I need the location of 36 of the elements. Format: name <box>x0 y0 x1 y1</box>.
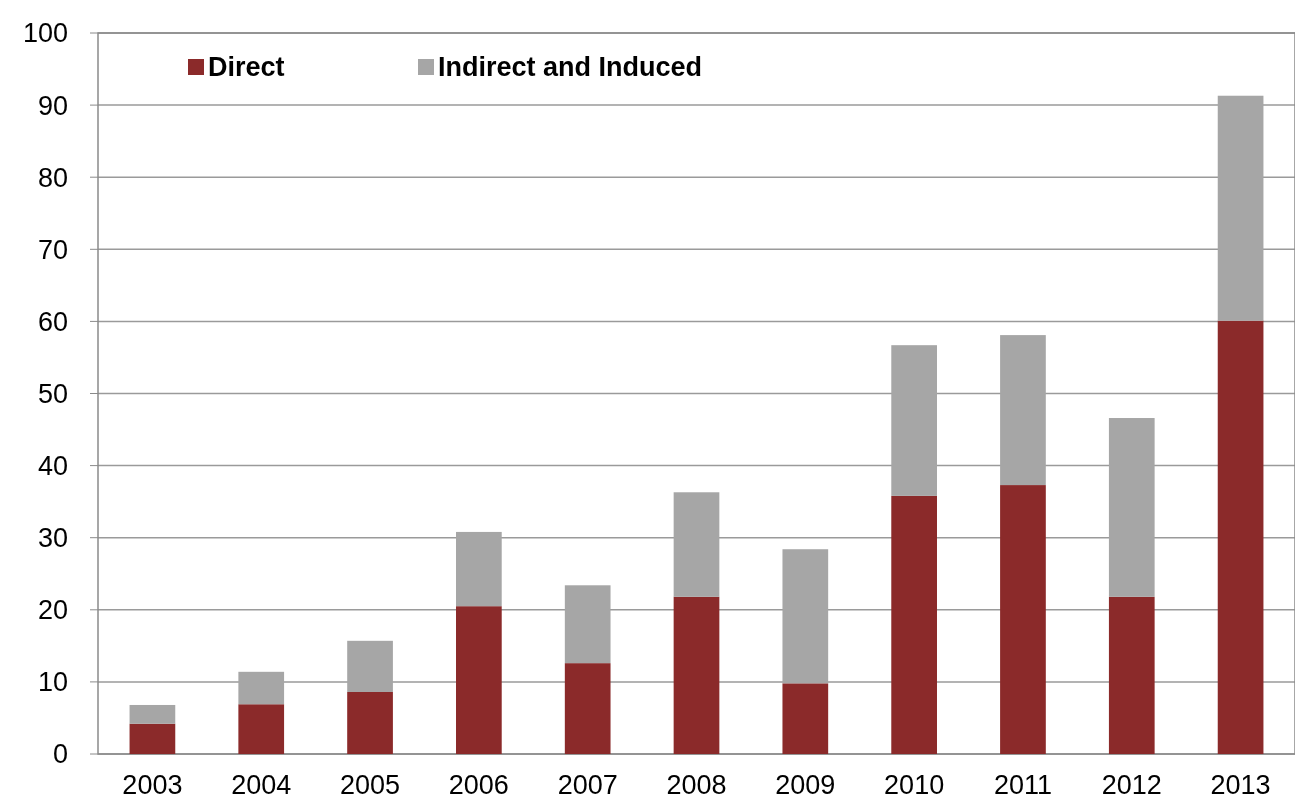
y-tick-label: 90 <box>37 90 68 121</box>
bar <box>1108 596 1155 754</box>
bar <box>1000 485 1046 754</box>
x-tick-label: 2011 <box>993 770 1052 800</box>
y-tick-label: 70 <box>37 234 68 265</box>
x-tick-label: 2006 <box>448 770 509 800</box>
x-tick-label: 2007 <box>557 770 618 800</box>
x-tick-label: 2003 <box>122 770 183 800</box>
y-tick-label: 60 <box>37 306 68 337</box>
x-tick-label: 2009 <box>775 770 836 800</box>
y-tick-label: 10 <box>37 667 68 698</box>
bar <box>238 704 285 754</box>
y-tick-label: 40 <box>37 451 68 482</box>
y-tick-label: 80 <box>37 162 68 193</box>
bar <box>1217 320 1264 754</box>
bar <box>673 596 720 754</box>
legend-label: Direct <box>208 52 285 83</box>
bar <box>456 606 502 754</box>
bar <box>564 663 611 754</box>
y-tick-label: 20 <box>37 595 68 626</box>
bar <box>891 495 937 754</box>
y-tick-label: 100 <box>22 18 68 49</box>
y-tick-label: 0 <box>52 739 68 770</box>
bar <box>782 683 829 754</box>
x-tick-label: 2012 <box>1101 770 1162 800</box>
bar <box>129 704 176 724</box>
bar <box>129 723 176 754</box>
bar <box>347 691 393 754</box>
x-tick-label: 2010 <box>884 770 945 800</box>
x-tick-label: 2008 <box>666 770 727 800</box>
y-tick-label: 30 <box>37 523 68 554</box>
x-tick-label: 2005 <box>340 770 401 800</box>
x-tick-label: 2013 <box>1210 770 1271 800</box>
y-tick-label: 50 <box>37 378 68 409</box>
legend-label: Indirect and Induced <box>438 52 703 83</box>
x-tick-label: 2004 <box>231 770 292 800</box>
